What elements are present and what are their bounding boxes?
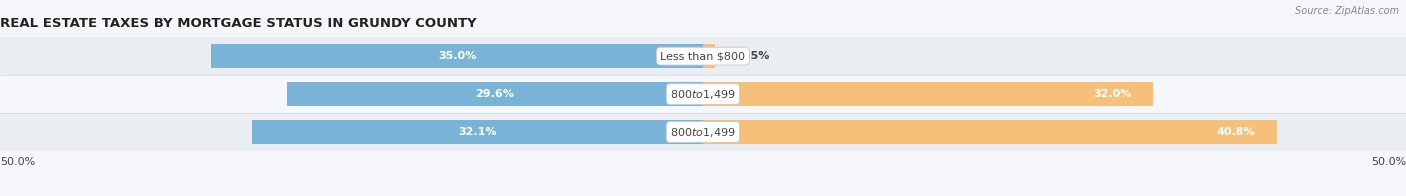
Bar: [287, 82, 703, 106]
Bar: [0, 113, 1406, 151]
Text: $800 to $1,499: $800 to $1,499: [671, 125, 735, 139]
Bar: [703, 82, 1153, 106]
Bar: [252, 120, 703, 144]
Text: 40.8%: 40.8%: [1218, 127, 1256, 137]
Text: 32.1%: 32.1%: [458, 127, 496, 137]
Text: $800 to $1,499: $800 to $1,499: [671, 88, 735, 101]
Bar: [703, 120, 1277, 144]
Text: 29.6%: 29.6%: [475, 89, 515, 99]
Text: 32.0%: 32.0%: [1094, 89, 1132, 99]
Text: Less than $800: Less than $800: [661, 51, 745, 61]
Bar: [211, 44, 703, 68]
Text: REAL ESTATE TAXES BY MORTGAGE STATUS IN GRUNDY COUNTY: REAL ESTATE TAXES BY MORTGAGE STATUS IN …: [0, 17, 477, 30]
Text: Source: ZipAtlas.com: Source: ZipAtlas.com: [1295, 6, 1399, 16]
Bar: [0, 75, 1406, 113]
Bar: [0, 37, 1406, 75]
Bar: [703, 44, 716, 68]
Text: 35.0%: 35.0%: [437, 51, 477, 61]
Text: 0.85%: 0.85%: [731, 51, 770, 61]
